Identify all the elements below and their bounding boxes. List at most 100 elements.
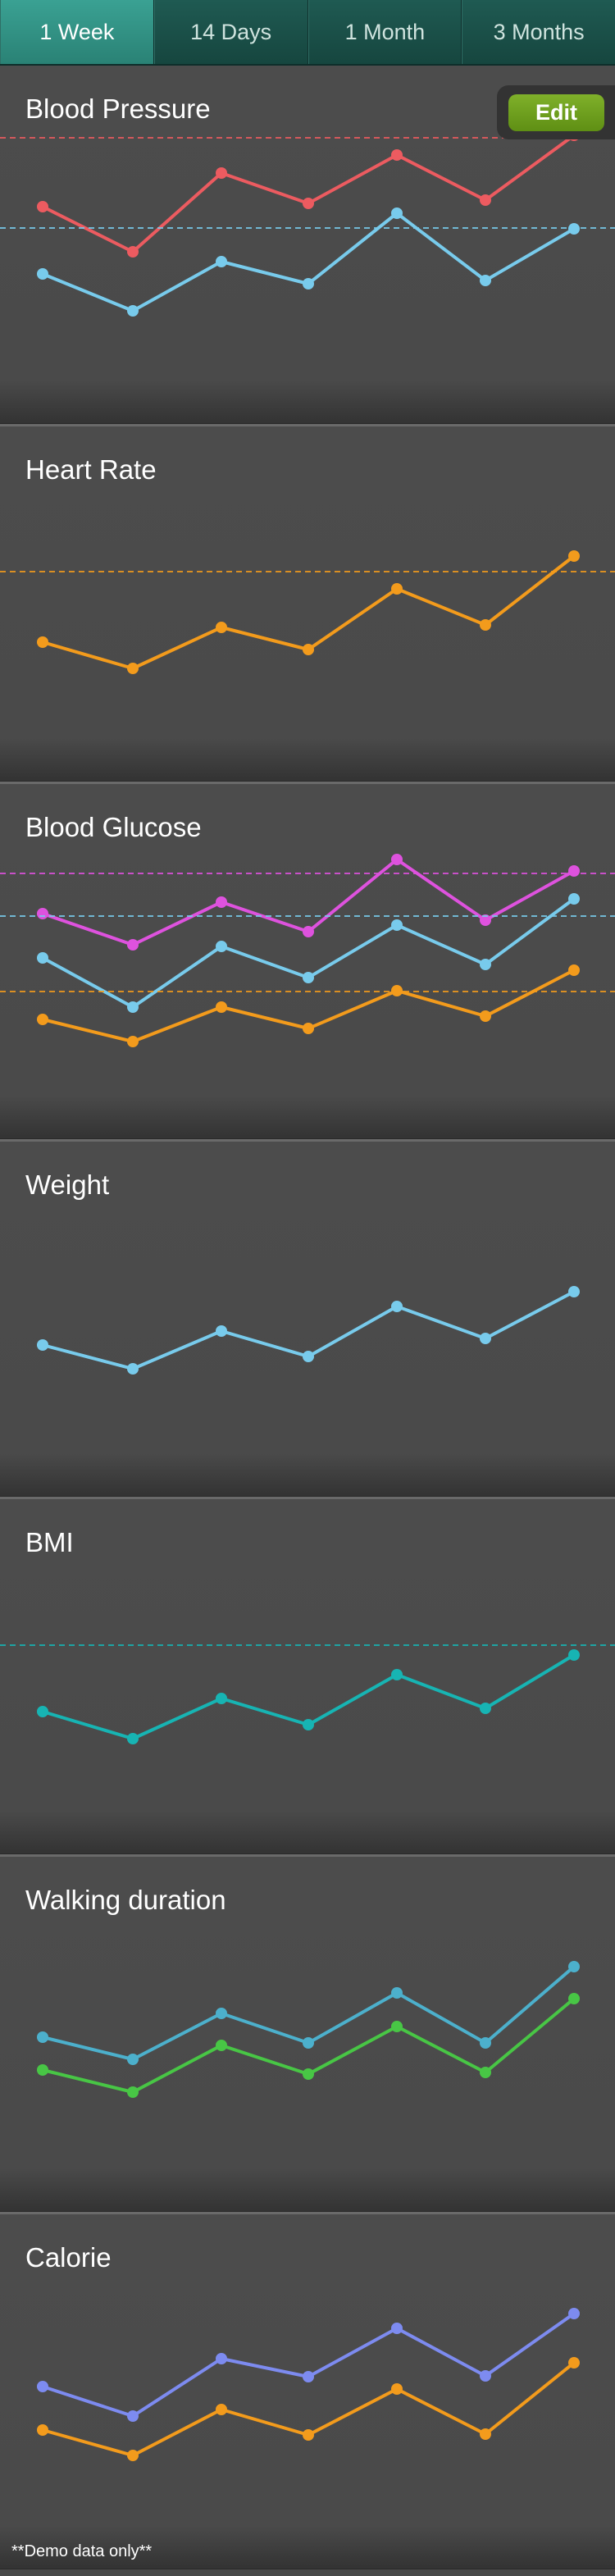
data-point[interactable]: [37, 2424, 48, 2436]
data-point[interactable]: [568, 865, 580, 877]
data-point[interactable]: [127, 2086, 139, 2098]
chart-title: Calorie: [25, 2242, 112, 2273]
data-point[interactable]: [568, 1649, 580, 1661]
data-point[interactable]: [127, 939, 139, 951]
data-point[interactable]: [37, 636, 48, 648]
data-point[interactable]: [480, 1333, 491, 1344]
data-point[interactable]: [216, 2404, 227, 2415]
chart-panel-calorie: Calorie: [0, 2212, 615, 2569]
tab-1-month[interactable]: 1 Month: [308, 0, 462, 64]
data-point[interactable]: [37, 908, 48, 919]
tab-14-days[interactable]: 14 Days: [153, 0, 308, 64]
data-point[interactable]: [127, 2410, 139, 2422]
data-point[interactable]: [37, 201, 48, 212]
data-point[interactable]: [391, 207, 403, 219]
data-point[interactable]: [568, 2357, 580, 2369]
range-tabs: 1 Week 14 Days 1 Month 3 Months: [0, 0, 615, 66]
data-point[interactable]: [216, 167, 227, 179]
data-point[interactable]: [303, 1351, 314, 1362]
data-point[interactable]: [480, 959, 491, 970]
data-point[interactable]: [568, 223, 580, 235]
data-point[interactable]: [568, 1286, 580, 1297]
data-point[interactable]: [216, 2040, 227, 2051]
data-point[interactable]: [37, 2381, 48, 2392]
tab-3-months[interactable]: 3 Months: [462, 0, 615, 64]
chart-panel-bmi: BMI: [0, 1497, 615, 1854]
data-point[interactable]: [216, 1001, 227, 1013]
chart-title: Blood Glucose: [25, 812, 202, 842]
data-point[interactable]: [391, 985, 403, 996]
data-point[interactable]: [216, 2353, 227, 2364]
data-point[interactable]: [127, 305, 139, 317]
data-point[interactable]: [303, 2037, 314, 2049]
data-point[interactable]: [127, 1001, 139, 1013]
data-point[interactable]: [391, 149, 403, 161]
data-point[interactable]: [303, 926, 314, 937]
tab-1-week[interactable]: 1 Week: [0, 0, 154, 64]
data-point[interactable]: [568, 1993, 580, 2004]
data-point[interactable]: [127, 2450, 139, 2461]
data-point[interactable]: [37, 2031, 48, 2043]
data-point[interactable]: [568, 964, 580, 976]
data-point[interactable]: [127, 1363, 139, 1375]
data-point[interactable]: [37, 1339, 48, 1351]
chart-panel-walking-duration: Walking duration: [0, 1854, 615, 2212]
data-point[interactable]: [127, 1733, 139, 1744]
data-point[interactable]: [568, 893, 580, 905]
data-point[interactable]: [391, 1987, 403, 1999]
data-point[interactable]: [480, 2428, 491, 2440]
data-point[interactable]: [37, 2064, 48, 2076]
data-point[interactable]: [303, 2371, 314, 2382]
series-line: [42, 2312, 576, 2418]
data-point[interactable]: [127, 1036, 139, 1047]
data-point[interactable]: [37, 952, 48, 964]
data-point[interactable]: [480, 194, 491, 206]
data-point[interactable]: [37, 1014, 48, 1025]
data-point[interactable]: [391, 2383, 403, 2395]
data-point[interactable]: [480, 1010, 491, 1022]
edit-button-container: Edit: [497, 85, 615, 139]
data-point[interactable]: [37, 1706, 48, 1717]
data-point[interactable]: [216, 1325, 227, 1337]
data-point[interactable]: [480, 2370, 491, 2382]
data-point[interactable]: [303, 198, 314, 209]
edit-button[interactable]: Edit: [508, 94, 604, 131]
data-point[interactable]: [303, 972, 314, 983]
data-point[interactable]: [480, 914, 491, 926]
data-point[interactable]: [480, 2067, 491, 2078]
data-point[interactable]: [480, 619, 491, 631]
chart-title: Walking duration: [25, 1885, 226, 1915]
data-point[interactable]: [391, 919, 403, 931]
data-point[interactable]: [391, 2323, 403, 2334]
data-point[interactable]: [480, 275, 491, 286]
data-point[interactable]: [303, 278, 314, 290]
data-point[interactable]: [391, 583, 403, 595]
data-point[interactable]: [216, 256, 227, 267]
data-point[interactable]: [303, 1719, 314, 1730]
data-point[interactable]: [127, 663, 139, 674]
data-point[interactable]: [127, 2054, 139, 2065]
data-point[interactable]: [216, 622, 227, 633]
data-point[interactable]: [216, 941, 227, 952]
data-point[interactable]: [391, 1669, 403, 1680]
data-point[interactable]: [303, 1023, 314, 1034]
data-point[interactable]: [127, 246, 139, 258]
data-point[interactable]: [568, 550, 580, 562]
data-point[interactable]: [391, 2021, 403, 2032]
data-point[interactable]: [303, 2429, 314, 2441]
data-point[interactable]: [391, 854, 403, 865]
data-point[interactable]: [568, 2308, 580, 2319]
line-chart: [37, 1286, 580, 1375]
data-point[interactable]: [480, 2037, 491, 2049]
data-point[interactable]: [568, 1961, 580, 1972]
data-point[interactable]: [391, 1301, 403, 1312]
data-point[interactable]: [480, 1703, 491, 1714]
data-point[interactable]: [216, 2008, 227, 2019]
data-point[interactable]: [303, 644, 314, 655]
data-point[interactable]: [216, 1693, 227, 1704]
chart-panel-heart-rate: Heart Rate: [0, 424, 615, 782]
data-point[interactable]: [37, 268, 48, 280]
data-point[interactable]: [303, 2068, 314, 2080]
data-point[interactable]: [216, 896, 227, 908]
chart-panel-blood-glucose: Blood Glucose: [0, 782, 615, 1139]
